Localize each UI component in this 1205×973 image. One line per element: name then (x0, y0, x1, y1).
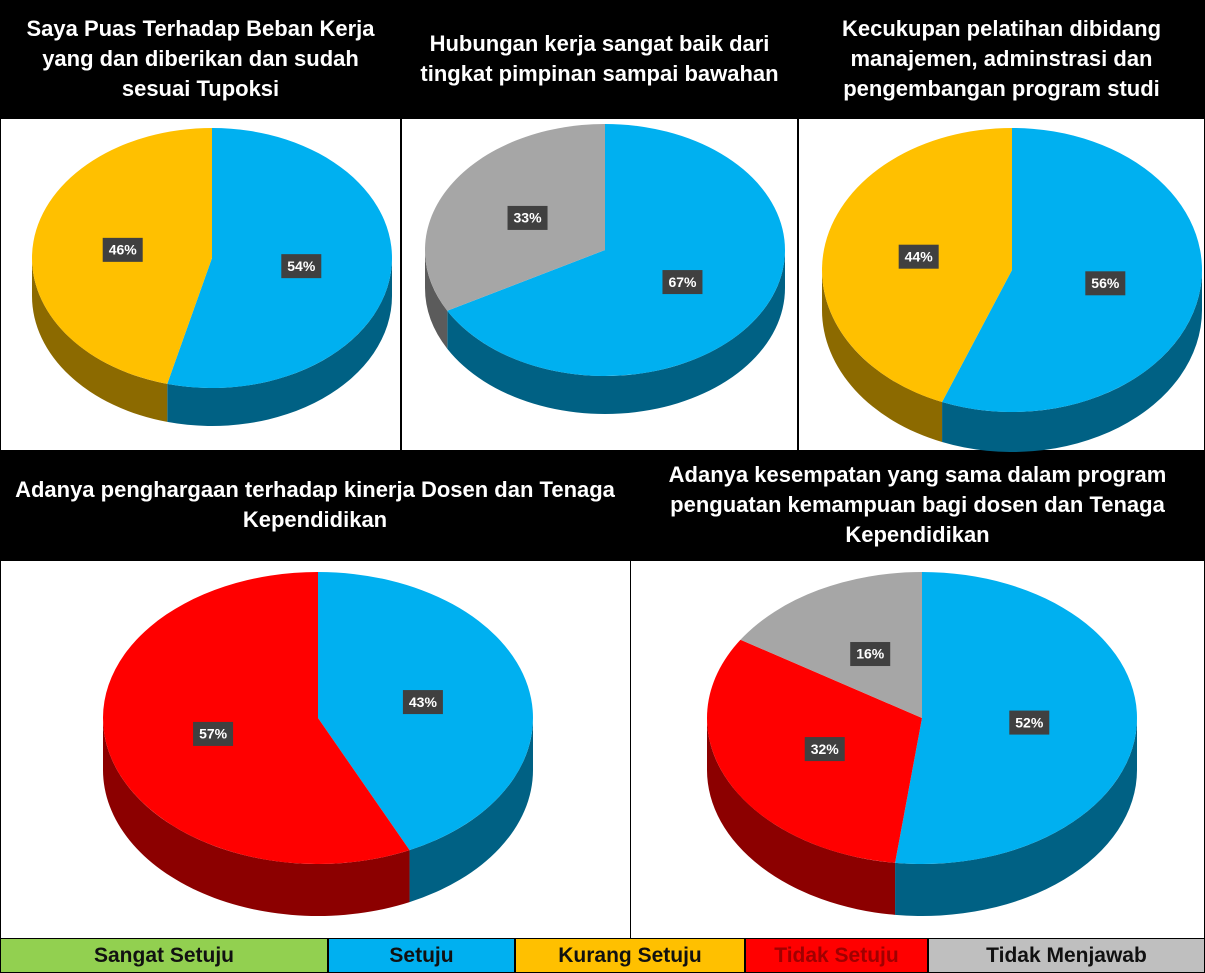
data-label: 43% (409, 694, 438, 710)
pie-side (447, 250, 785, 414)
legend-item: Tidak Setuju (745, 938, 928, 973)
chart-title: Adanya kesempatan yang sama dalam progra… (630, 450, 1205, 560)
legend-item: Kurang Setuju (515, 938, 745, 973)
label-box (898, 244, 939, 269)
chart-title: Hubungan kerja sangat baik dari tingkat … (401, 0, 798, 118)
pie-slice (740, 572, 922, 718)
label-box (281, 254, 322, 279)
label-box (662, 270, 703, 295)
pie-side (409, 718, 533, 903)
chart-title: Saya Puas Terhadap Beban Kerja yang dan … (0, 0, 401, 118)
label-box (402, 690, 443, 715)
label-box (1009, 710, 1050, 735)
label-box (850, 642, 891, 667)
data-label: 32% (811, 741, 840, 757)
pie-side (167, 258, 392, 427)
pie-side (707, 718, 896, 915)
pie-side (942, 270, 1202, 452)
data-label: 54% (287, 258, 316, 274)
data-label: 56% (1091, 275, 1120, 291)
legend-item: Setuju (328, 938, 515, 973)
pie-side (425, 250, 448, 349)
data-label: 52% (1015, 714, 1044, 730)
chart-title: Kecukupan pelatihan dibidang manajemen, … (798, 0, 1205, 118)
data-label: 16% (856, 646, 885, 662)
chart-title: Adanya penghargaan terhadap kinerja Dose… (0, 450, 630, 560)
pie-side (32, 258, 168, 422)
data-label: 67% (668, 274, 697, 290)
pie-slice (167, 128, 392, 388)
data-label: 44% (905, 248, 934, 264)
label-box (193, 721, 234, 746)
pie-slice (102, 572, 410, 865)
data-label: 46% (109, 242, 138, 258)
legend-item: Sangat Setuju (0, 938, 328, 973)
label-box (102, 237, 143, 262)
label-box (804, 737, 845, 762)
pie-side (103, 718, 410, 916)
data-label: 57% (199, 726, 228, 742)
pie-side (822, 270, 943, 443)
data-label: 33% (514, 210, 543, 226)
pie-slice (942, 128, 1203, 413)
pie-side (895, 718, 1137, 916)
label-box (1085, 271, 1126, 296)
pie-slice (447, 124, 785, 376)
label-box (507, 205, 548, 230)
